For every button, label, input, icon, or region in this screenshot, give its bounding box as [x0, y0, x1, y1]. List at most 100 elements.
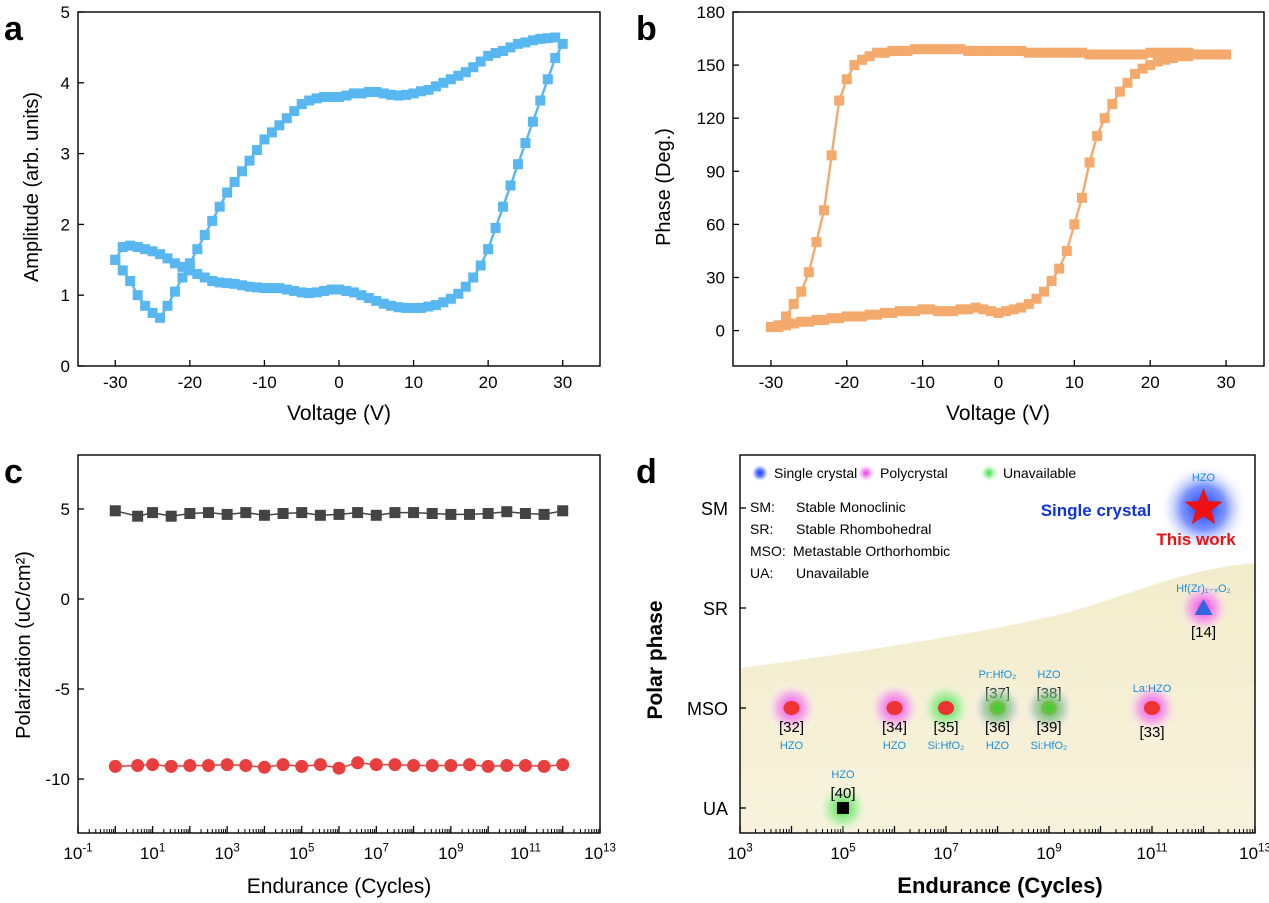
data-point-square	[109, 505, 121, 517]
data-point-square	[258, 509, 270, 521]
data-point-circle	[239, 759, 253, 772]
data-point-a	[341, 285, 352, 296]
data-point-b	[1076, 47, 1087, 58]
data-point-b	[887, 45, 898, 56]
data-point-b	[970, 302, 981, 313]
x-tick-label-c: 109	[438, 842, 463, 863]
data-point-b	[963, 304, 974, 315]
data-point-a	[184, 265, 195, 276]
data-point-b	[773, 322, 784, 333]
data-point-a	[460, 67, 471, 78]
data-point-a	[378, 88, 389, 99]
data-point-circle	[183, 759, 197, 772]
data-point-b	[1008, 304, 1019, 315]
data-point-b	[955, 304, 966, 315]
phase-point-circle	[938, 701, 954, 715]
data-point-a	[557, 38, 568, 49]
data-point-b	[1069, 47, 1080, 58]
data-point-b	[811, 314, 822, 325]
data-point-b	[1054, 47, 1065, 58]
y-tick-label-b: 60	[706, 215, 725, 234]
data-point-a	[527, 116, 538, 127]
material-label: Hf(Zr)₁₋ₓO₂	[1176, 583, 1231, 595]
data-point-a	[162, 300, 173, 311]
x-tick-label-a: -20	[178, 373, 203, 392]
data-point-b	[879, 47, 890, 58]
data-point-b	[1084, 49, 1095, 60]
data-point-circle	[388, 758, 402, 772]
data-point-b	[819, 314, 830, 325]
data-point-a	[117, 242, 128, 253]
phase-halo	[1023, 682, 1075, 734]
data-point-a	[229, 278, 240, 289]
data-point-circle	[351, 756, 365, 770]
data-point-b	[872, 309, 883, 320]
data-point-square	[538, 508, 550, 520]
data-point-b	[932, 44, 943, 55]
data-point-square	[333, 508, 345, 520]
material-label: La:HZO	[1133, 683, 1172, 695]
x-tick-label-c: 1011	[510, 842, 541, 863]
data-point-b	[993, 307, 1004, 318]
data-point-b	[940, 44, 951, 55]
data-point-b	[955, 44, 966, 55]
data-point-b	[1160, 54, 1171, 65]
data-point-a	[348, 287, 359, 298]
data-point-b	[1039, 286, 1050, 297]
data-point-a	[371, 87, 382, 98]
data-point-a	[132, 242, 143, 253]
abbreviation-key: MSO:	[750, 543, 786, 559]
data-point-a	[423, 84, 434, 95]
data-point-b	[1221, 49, 1232, 60]
data-point-b	[803, 316, 814, 327]
data-point-b	[1114, 86, 1125, 97]
data-point-b	[1160, 47, 1171, 58]
data-point-a	[408, 88, 419, 99]
data-point-a	[132, 290, 143, 301]
data-point-b	[1031, 47, 1042, 58]
data-point-b	[1061, 245, 1072, 256]
data-point-circle	[295, 759, 309, 773]
data-point-square	[426, 508, 438, 519]
data-point-b	[902, 306, 913, 317]
data-point-b	[1107, 99, 1118, 110]
data-point-a	[289, 285, 300, 296]
data-point-circle	[556, 758, 570, 772]
data-point-b	[1198, 49, 1209, 60]
data-point-a	[445, 74, 456, 85]
data-point-b	[1122, 77, 1133, 88]
data-point-b	[826, 150, 837, 161]
data-point-a	[304, 288, 315, 299]
data-point-square	[132, 510, 144, 522]
data-point-a	[535, 33, 546, 44]
data-point-circle	[313, 758, 327, 772]
reference-label: [40]	[830, 785, 855, 802]
material-label: HZO	[883, 740, 907, 752]
y-axis-label-b: Phase (Deg.)	[653, 128, 675, 246]
panel-label-a: a	[4, 10, 24, 48]
data-point-b	[1008, 45, 1019, 56]
data-point-a	[445, 293, 456, 304]
abbreviation-text: Stable Rhombohedral	[796, 521, 931, 537]
data-point-b	[1099, 49, 1110, 60]
data-point-b	[872, 47, 883, 58]
data-point-a	[222, 187, 233, 198]
data-point-square	[221, 508, 233, 520]
data-point-a	[393, 90, 404, 101]
data-point-circle	[537, 759, 551, 773]
data-point-a	[266, 127, 277, 138]
material-label: HZO	[831, 769, 855, 781]
data-point-b	[978, 45, 989, 56]
phase-point-circle	[783, 701, 800, 715]
data-point-b	[1061, 47, 1072, 58]
data-point-a	[140, 300, 151, 311]
y-category-label: UA	[703, 799, 728, 819]
data-point-circle	[146, 758, 160, 772]
data-point-b	[947, 44, 958, 55]
data-point-a	[393, 302, 404, 313]
data-point-a	[498, 201, 509, 212]
data-point-b	[925, 44, 936, 55]
x-tick-label-c: 101	[140, 842, 165, 863]
data-point-a	[520, 137, 531, 148]
data-point-b	[788, 318, 799, 329]
